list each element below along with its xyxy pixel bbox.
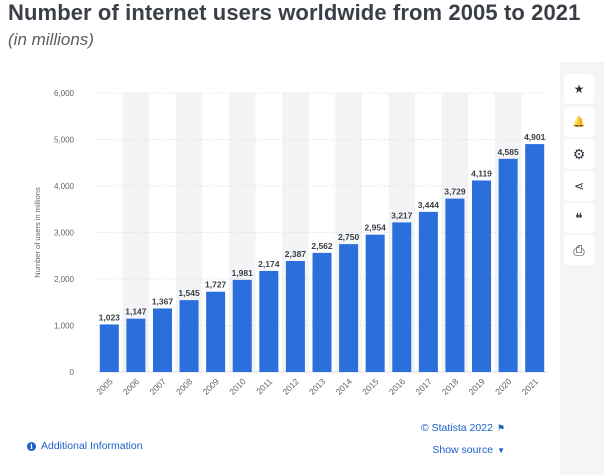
page-title: Number of internet users worldwide from … [8, 0, 581, 25]
additional-information-link[interactable]: i Additional Information [27, 440, 143, 452]
value-label: 2,750 [338, 232, 360, 242]
y-tick-label: 5,000 [54, 136, 75, 145]
x-tick-label: 2009 [201, 376, 222, 397]
x-tick-label: 2015 [360, 376, 381, 397]
quote-icon: ❝ [575, 209, 583, 226]
chart-panel: 0 1,000 2,000 3,000 4,000 5,000 6,000 Number of… [10, 62, 560, 475]
bar [418, 211, 438, 372]
star-button[interactable]: ★ [564, 74, 594, 104]
show-source-link[interactable]: Show source ▼ [432, 444, 505, 456]
bar [126, 318, 146, 372]
x-tick-label: 2011 [254, 376, 274, 396]
star-icon: ★ [573, 82, 585, 96]
show-source-label: Show source [432, 444, 494, 456]
bar [232, 279, 252, 372]
bar [259, 270, 279, 372]
bar [152, 308, 172, 372]
x-tick-label: 2005 [94, 376, 115, 397]
x-tick-label: 2010 [227, 376, 248, 397]
x-tick-label: 2019 [466, 376, 487, 397]
bar [472, 180, 492, 372]
bar [179, 300, 199, 372]
x-tick-label: 2006 [121, 376, 142, 397]
value-label: 2,562 [311, 241, 333, 251]
flag-icon: ⚑ [496, 422, 505, 433]
x-tick-label: 2017 [413, 376, 434, 397]
value-label: 4,901 [524, 132, 546, 142]
settings-button[interactable]: ⚙ [564, 139, 594, 169]
y-tick-label: 4,000 [54, 182, 75, 191]
bar [99, 324, 119, 372]
y-tick-label: 2,000 [54, 275, 75, 284]
x-tick-label: 2018 [440, 376, 461, 397]
print-button[interactable]: ⎙ [564, 235, 594, 265]
chart-toolbar: ★ 🔔 ⚙ ⋖ ❝ ⎙ [564, 74, 596, 267]
value-label: 1,147 [125, 307, 147, 317]
bar [285, 261, 305, 372]
y-axis-label: Number of users in millions [33, 187, 42, 278]
value-label: 1,023 [99, 312, 121, 322]
value-label: 4,585 [497, 147, 519, 157]
value-label: 1,545 [178, 288, 200, 298]
value-label: 2,954 [365, 223, 387, 233]
value-label: 3,217 [391, 210, 413, 220]
info-icon: i [27, 441, 36, 451]
credit-label: © Statista 2022 [420, 422, 493, 434]
value-label: 1,727 [205, 280, 227, 290]
bar [312, 252, 332, 372]
bell-icon: 🔔 [572, 116, 586, 128]
value-label: 3,729 [444, 187, 466, 197]
value-label: 1,981 [232, 268, 254, 278]
y-tick-label: 1,000 [54, 322, 75, 331]
gear-icon: ⚙ [572, 145, 586, 162]
y-tick-label: 6,000 [54, 89, 75, 98]
chart-card: 0 1,000 2,000 3,000 4,000 5,000 6,000 Number of… [10, 62, 604, 475]
bar [525, 144, 545, 372]
x-tick-label: 2008 [174, 376, 195, 397]
cite-button[interactable]: ❝ [564, 203, 594, 233]
share-button[interactable]: ⋖ [564, 171, 594, 201]
print-icon: ⎙ [573, 241, 585, 258]
x-tick-label: 2021 [520, 376, 541, 397]
value-label: 4,119 [471, 168, 492, 178]
bar [365, 234, 385, 372]
x-tick-label: 2007 [147, 376, 168, 397]
value-label: 2,174 [258, 259, 280, 269]
x-tick-label: 2012 [280, 376, 301, 397]
chevron-down-icon: ▼ [497, 445, 505, 455]
y-tick-label: 3,000 [54, 229, 75, 238]
additional-information-label: Additional Information [41, 440, 143, 452]
bar [498, 158, 518, 372]
value-label: 2,387 [285, 249, 307, 259]
x-tick-label: 2016 [387, 376, 408, 397]
bar-chart: 0 1,000 2,000 3,000 4,000 5,000 6,000 Number of… [33, 89, 548, 397]
value-label: 3,444 [418, 200, 440, 210]
bar [206, 291, 226, 372]
bar [445, 198, 465, 372]
page-subtitle: (in millions) [8, 30, 94, 49]
x-tick-label: 2020 [493, 376, 514, 397]
notification-button[interactable]: 🔔 [564, 107, 594, 137]
y-tick-label: 0 [70, 368, 75, 377]
x-tick-label: 2013 [307, 376, 328, 397]
value-label: 1,367 [152, 296, 174, 306]
bar [339, 244, 359, 372]
bar [392, 222, 412, 372]
share-icon: ⋖ [573, 179, 585, 193]
x-tick-label: 2014 [334, 376, 355, 397]
statista-credit[interactable]: © Statista 2022 ⚑ [421, 422, 505, 434]
